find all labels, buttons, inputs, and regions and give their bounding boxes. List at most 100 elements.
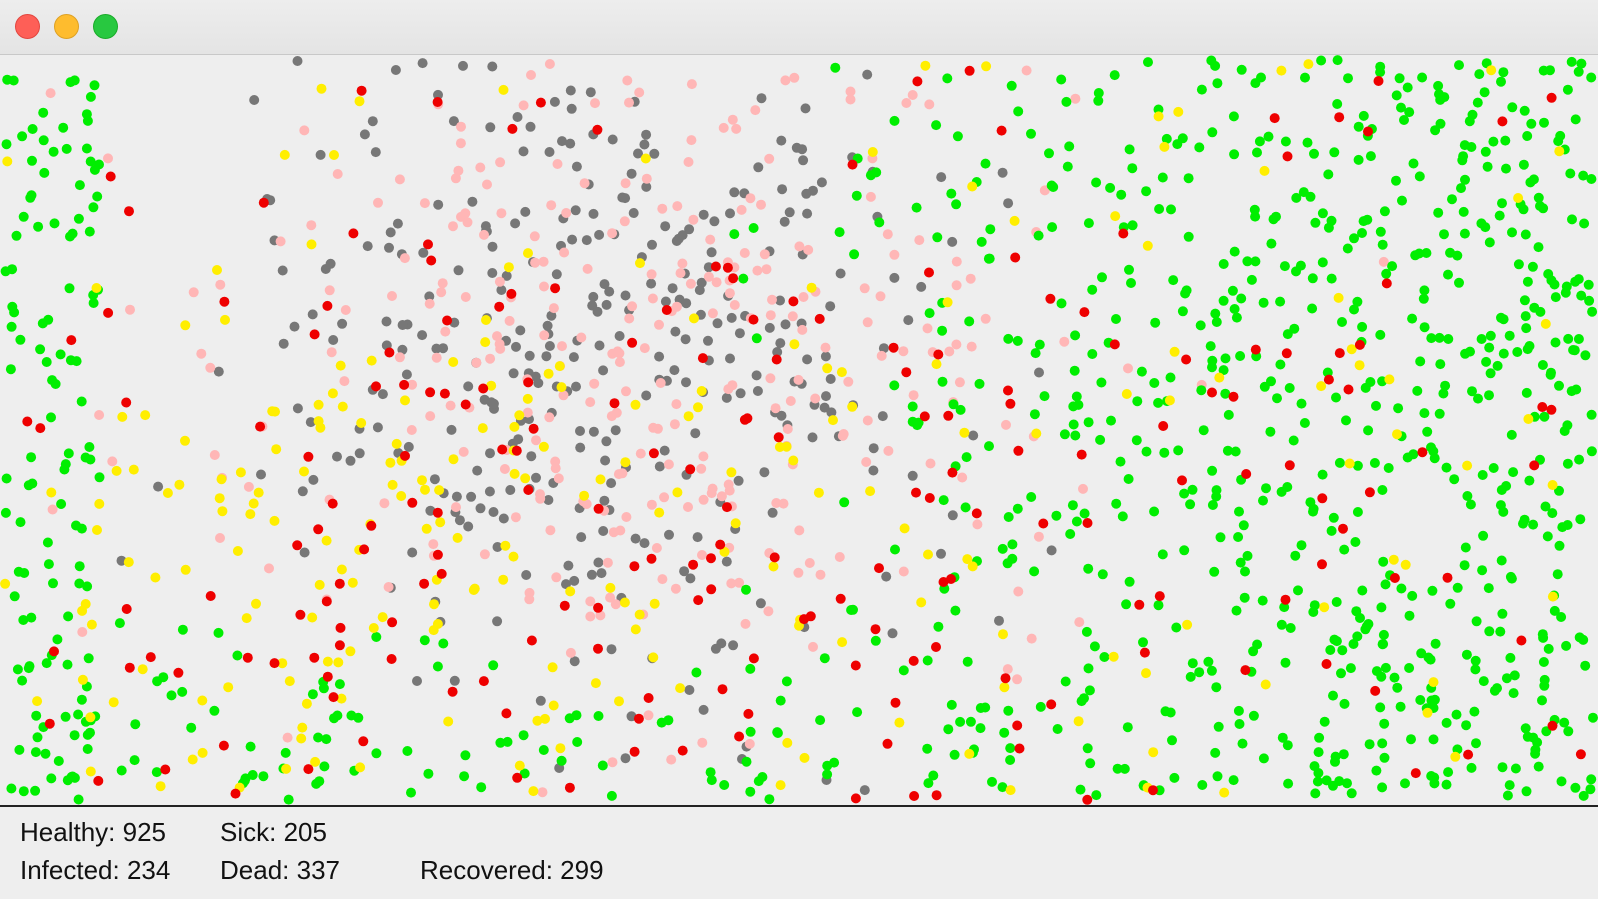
dead-person-dot — [449, 675, 460, 686]
healthy-person-dot — [1379, 718, 1390, 729]
infected-person-dot — [1547, 591, 1558, 602]
title-bar[interactable] — [0, 0, 1598, 55]
recovered-person-dot — [797, 324, 808, 335]
infected-person-dot — [1428, 677, 1439, 688]
sick-person-dot — [559, 600, 570, 611]
recovered-person-dot — [808, 641, 818, 652]
healthy-person-dot — [965, 716, 976, 727]
healthy-person-dot — [1467, 386, 1477, 397]
healthy-person-dot — [1242, 256, 1253, 267]
healthy-person-dot — [1533, 761, 1544, 772]
infected-person-dot — [999, 682, 1010, 693]
dead-person-dot — [776, 135, 787, 146]
healthy-person-dot — [938, 495, 949, 506]
dead-person-dot — [592, 306, 603, 317]
recovered-person-dot — [558, 390, 569, 401]
infected-person-dot — [1148, 747, 1159, 758]
dead-person-dot — [647, 239, 657, 250]
recovered-person-dot — [614, 348, 625, 359]
healthy-person-dot — [1508, 467, 1519, 478]
healthy-person-dot — [17, 675, 28, 686]
dead-person-dot — [681, 377, 691, 388]
recovered-person-dot — [561, 208, 572, 218]
healthy-person-dot — [1083, 663, 1094, 674]
recovered-person-dot — [611, 407, 622, 418]
recovered-person-dot — [729, 300, 740, 310]
sick-person-dot — [1012, 720, 1023, 731]
recovered-person-dot — [1078, 483, 1088, 494]
sick-person-dot — [550, 283, 561, 294]
healthy-person-dot — [1064, 141, 1075, 152]
healthy-person-dot — [33, 221, 44, 232]
recovered-person-dot — [531, 435, 541, 446]
dead-person-dot — [458, 60, 468, 71]
sick-person-dot — [105, 171, 116, 182]
dead-person-dot — [692, 532, 703, 543]
healthy-person-dot — [1482, 161, 1493, 172]
healthy-person-dot — [283, 794, 294, 805]
healthy-person-dot — [1363, 425, 1374, 436]
healthy-person-dot — [1389, 672, 1400, 683]
infected-person-dot — [614, 696, 624, 707]
healthy-person-dot — [19, 568, 30, 578]
dead-person-dot — [733, 475, 744, 486]
healthy-person-dot — [1428, 734, 1439, 745]
healthy-person-dot — [81, 109, 92, 120]
healthy-person-dot — [1242, 550, 1253, 561]
healthy-person-dot — [47, 375, 58, 386]
infected-person-dot — [981, 61, 992, 72]
dead-person-dot — [588, 291, 599, 302]
healthy-person-dot — [82, 744, 93, 754]
sick-person-dot — [1005, 398, 1016, 409]
sick-person-dot — [322, 671, 333, 682]
healthy-person-dot — [1229, 246, 1240, 257]
infected-person-dot — [279, 149, 290, 160]
infected-person-dot — [140, 410, 151, 421]
infected-count: Infected: 234 — [20, 855, 171, 885]
healthy-person-dot — [962, 656, 973, 667]
healthy-person-dot — [1518, 518, 1528, 529]
zoom-button[interactable] — [93, 14, 118, 39]
infected-person-dot — [1303, 59, 1314, 70]
dead-person-dot — [685, 573, 696, 584]
infected-person-dot — [91, 283, 102, 293]
healthy-person-dot — [931, 120, 942, 131]
dead-person-dot — [728, 640, 739, 651]
healthy-person-dot — [1545, 369, 1556, 380]
dead-person-dot — [418, 247, 429, 258]
infected-person-dot — [620, 457, 631, 468]
sick-person-dot — [1045, 293, 1056, 304]
healthy-person-dot — [741, 584, 751, 595]
healthy-person-dot — [1483, 583, 1494, 594]
healthy-person-dot — [1093, 88, 1104, 98]
healthy-person-dot — [1115, 456, 1126, 467]
healthy-person-dot — [1522, 131, 1533, 141]
recovered-person-dot — [188, 287, 199, 298]
dead-person-dot — [475, 503, 486, 514]
dead-person-dot — [598, 526, 609, 536]
recovered-person-dot — [711, 277, 722, 288]
recovered-person-dot — [723, 384, 734, 395]
minimize-button[interactable] — [54, 14, 79, 39]
healthy-person-dot — [1312, 776, 1323, 787]
sick-person-dot — [890, 697, 901, 708]
dead-person-dot — [755, 598, 766, 609]
infected-person-dot — [509, 421, 520, 432]
infected-person-dot — [899, 523, 910, 534]
dead-person-dot — [390, 65, 401, 75]
healthy-person-dot — [949, 749, 960, 760]
healthy-person-dot — [71, 520, 81, 531]
healthy-person-dot — [1396, 102, 1406, 113]
healthy-person-dot — [1440, 380, 1451, 391]
sick-person-dot — [511, 445, 522, 456]
healthy-person-dot — [980, 158, 991, 169]
close-button[interactable] — [15, 14, 40, 39]
healthy-person-dot — [62, 659, 73, 670]
dead-person-dot — [569, 575, 580, 586]
recovered-person-dot — [951, 280, 962, 291]
healthy-person-dot — [1272, 393, 1282, 404]
healthy-person-dot — [1235, 557, 1246, 568]
sick-person-dot — [771, 354, 782, 365]
recovered-person-dot — [548, 303, 559, 314]
healthy-person-dot — [1426, 695, 1437, 706]
